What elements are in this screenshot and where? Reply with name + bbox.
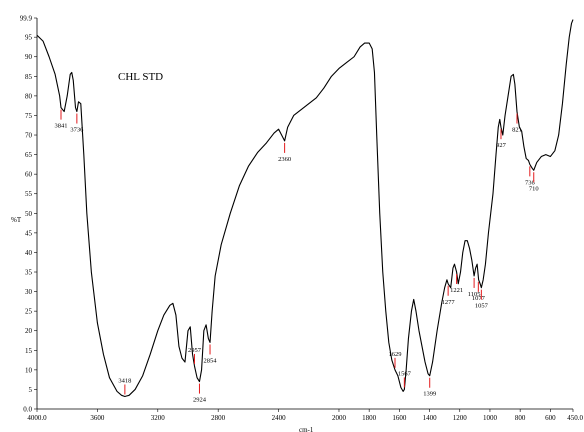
peak-label: 1057 bbox=[475, 303, 489, 310]
y-tick-label: 99.9 bbox=[20, 15, 33, 23]
y-tick-label: 5 bbox=[29, 386, 33, 394]
peak-label: 1629 bbox=[388, 351, 401, 358]
x-tick-label: 3600 bbox=[90, 414, 105, 422]
x-tick-label: 2000 bbox=[332, 414, 347, 422]
peak-label: 710 bbox=[529, 185, 539, 192]
peak-label: 736 bbox=[525, 179, 536, 186]
peak-label: 2957 bbox=[188, 347, 202, 354]
peak-label: 1567 bbox=[398, 370, 412, 377]
y-tick-label: 35 bbox=[25, 269, 33, 277]
chart-ticks: 0.0 5 10 15 20 25 30 35 40 45 50 55 60 65 70 75 80 85 90 95… bbox=[20, 15, 584, 423]
chart-annotation: CHL STD bbox=[118, 71, 163, 83]
y-tick-label: 65 bbox=[25, 151, 33, 159]
y-tick-label: 45 bbox=[25, 229, 33, 237]
y-tick-label: 95 bbox=[25, 34, 33, 42]
peak-label: 1105 bbox=[468, 291, 481, 298]
x-axis-label: cm-1 bbox=[299, 426, 314, 432]
spectrum-line bbox=[36, 19, 574, 398]
peak-label: 1077 bbox=[472, 295, 486, 302]
x-tick-label: 600 bbox=[545, 414, 556, 422]
y-tick-label: 25 bbox=[25, 308, 33, 316]
x-tick-label: 2800 bbox=[211, 414, 226, 422]
y-tick-label: 80 bbox=[25, 92, 33, 100]
x-tick-label: 1000 bbox=[483, 414, 498, 422]
y-axis-label: %T bbox=[11, 216, 22, 224]
y-tick-label: 15 bbox=[25, 347, 33, 355]
x-tick-label: 1400 bbox=[423, 414, 438, 422]
peak-label: 927 bbox=[496, 142, 507, 149]
y-tick-label: 70 bbox=[25, 132, 33, 140]
x-tick-label: 2400 bbox=[272, 414, 287, 422]
peak-label: 2924 bbox=[193, 397, 207, 404]
y-tick-label: 85 bbox=[25, 73, 33, 81]
peak-label: 3418 bbox=[118, 377, 131, 384]
y-tick-label: 90 bbox=[25, 53, 33, 61]
x-tick-label: 4000.0 bbox=[27, 414, 47, 422]
peak-label: 1221 bbox=[450, 287, 463, 294]
y-tick-label: 0.0 bbox=[23, 406, 32, 414]
peak-label: 1277 bbox=[442, 299, 456, 306]
peak-label: 3841 bbox=[55, 123, 68, 130]
peak-label: 2360 bbox=[278, 156, 291, 163]
x-tick-label: 1600 bbox=[392, 414, 407, 422]
peak-label: 1399 bbox=[423, 391, 436, 398]
x-tick-label: 1200 bbox=[453, 414, 468, 422]
y-tick-label: 10 bbox=[25, 366, 33, 374]
x-tick-label: 450.0 bbox=[567, 414, 583, 422]
y-tick-label: 40 bbox=[25, 249, 33, 257]
x-tick-label: 1800 bbox=[362, 414, 377, 422]
y-tick-label: 75 bbox=[25, 112, 33, 120]
peak-label: 3736 bbox=[70, 127, 84, 134]
x-tick-label: 800 bbox=[515, 414, 526, 422]
peak-label: 821 bbox=[512, 127, 522, 134]
y-tick-label: 30 bbox=[25, 288, 33, 296]
peak-label: 2854 bbox=[204, 357, 218, 364]
chart-series bbox=[36, 19, 574, 398]
y-tick-label: 50 bbox=[25, 210, 33, 218]
x-tick-label: 3200 bbox=[151, 414, 166, 422]
y-tick-label: 55 bbox=[25, 190, 33, 198]
y-tick-label: 60 bbox=[25, 171, 33, 179]
y-tick-label: 20 bbox=[25, 327, 33, 335]
